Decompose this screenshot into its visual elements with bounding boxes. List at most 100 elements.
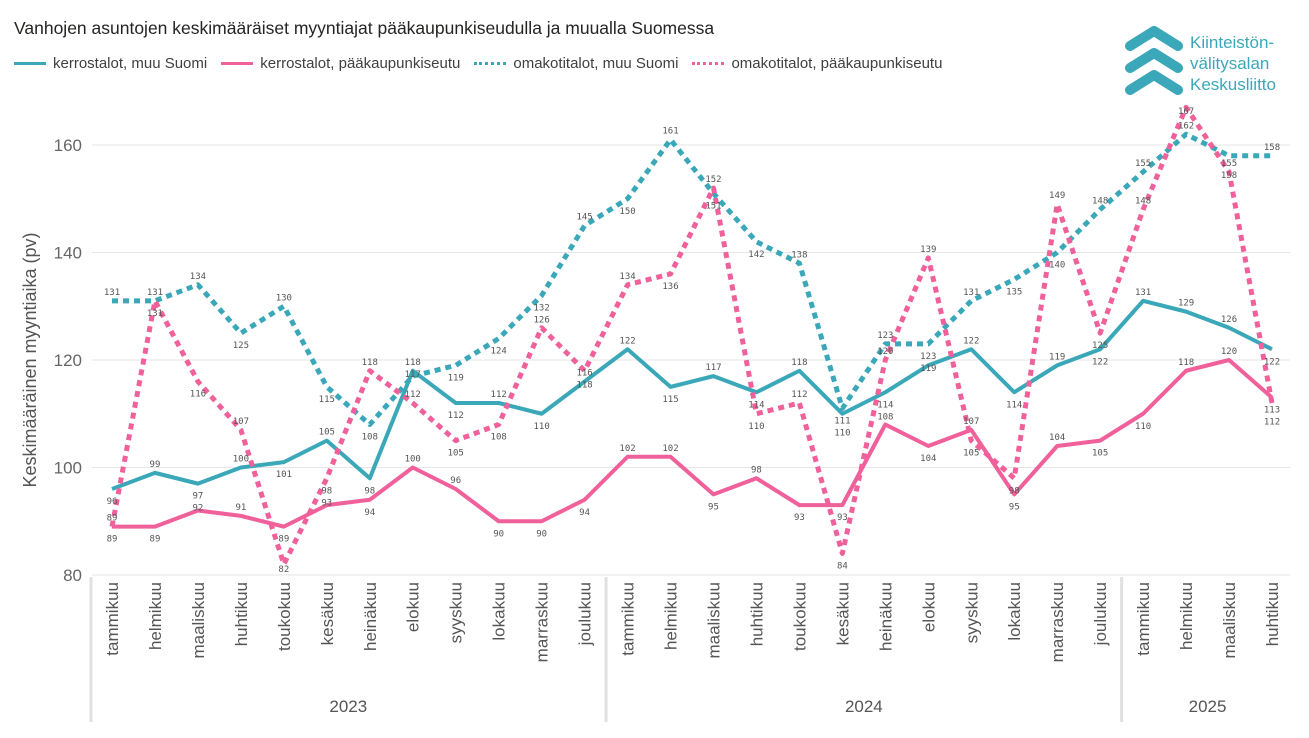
data-label: 116 (190, 390, 206, 400)
data-label: 115 (319, 395, 335, 405)
data-label: 98 (364, 486, 375, 496)
month-label: kesäkuu (318, 582, 337, 645)
data-label: 98 (751, 465, 762, 475)
data-label: 122 (963, 336, 979, 346)
data-label: 93 (837, 513, 848, 523)
month-label: tammikuu (1134, 582, 1153, 656)
data-label: 110 (748, 422, 764, 432)
month-label: elokuu (919, 582, 938, 632)
data-label: 105 (1092, 449, 1108, 459)
data-label: 113 (1264, 406, 1280, 416)
data-label: 98 (1009, 486, 1020, 496)
legend-label: kerrostalot, pääkaupunkiseutu (260, 55, 461, 72)
data-label: 116 (576, 369, 592, 379)
data-label: 89 (278, 535, 289, 545)
data-label: 119 (1049, 352, 1065, 362)
data-label: 131 (147, 288, 163, 298)
data-label: 97 (193, 492, 204, 502)
data-label: 167 (1178, 107, 1194, 117)
data-label: 149 (1049, 191, 1065, 201)
legend-item[interactable]: kerrostalot, pääkaupunkiseutu (221, 55, 460, 72)
data-label: 161 (662, 127, 678, 137)
logo-text: Kiinteistön- välitysalan Keskusliitto (1190, 32, 1276, 95)
data-label: 114 (877, 400, 893, 410)
data-label: 91 (235, 503, 246, 513)
legend-item[interactable]: omakotitalot, pääkaupunkiseutu (692, 55, 942, 72)
data-label: 122 (1092, 357, 1108, 367)
legend: kerrostalot, muu Suomi kerrostalot, pääk… (14, 55, 942, 72)
month-label: huhtikuu (1263, 582, 1282, 646)
legend-swatch (474, 62, 507, 65)
data-label: 134 (619, 272, 635, 282)
legend-swatch (14, 62, 46, 65)
data-label: 140 (1049, 261, 1065, 271)
data-label: 107 (233, 417, 249, 427)
data-label: 105 (963, 449, 979, 459)
logo-line: välitysalan (1190, 54, 1270, 73)
data-label: 118 (362, 358, 378, 368)
legend-swatch (221, 62, 254, 65)
y-tick-label: 160 (54, 136, 82, 155)
data-label: 101 (276, 470, 292, 480)
month-label: lokakuu (490, 582, 509, 641)
y-tick-label: 80 (63, 566, 82, 585)
month-label: marraskuu (1048, 582, 1067, 662)
data-label: 126 (1221, 315, 1237, 325)
data-label: 132 (533, 304, 549, 314)
data-label: 120 (877, 347, 893, 357)
data-label: 118 (576, 381, 592, 391)
data-label: 119 (448, 373, 464, 383)
data-label: 92 (193, 504, 204, 514)
month-label: heinäkuu (876, 582, 895, 651)
data-label: 93 (794, 513, 805, 523)
data-label: 112 (491, 390, 507, 400)
month-label: syyskuu (962, 582, 981, 643)
data-label: 118 (405, 358, 421, 368)
legend-item[interactable]: kerrostalot, muu Suomi (14, 55, 207, 72)
y-tick-label: 140 (54, 244, 82, 263)
data-label: 135 (1006, 287, 1022, 297)
data-label: 96 (107, 497, 118, 507)
month-label: maaliskuu (189, 582, 208, 659)
logo-line: Keskusliitto (1190, 75, 1276, 94)
data-label: 89 (107, 535, 118, 545)
legend-label: omakotitalot, pääkaupunkiseutu (731, 55, 943, 72)
data-label: 95 (708, 502, 719, 512)
chart-title: Vanhojen asuntojen keskimääräiset myynti… (14, 18, 715, 38)
year-label: 2024 (845, 697, 883, 716)
data-label: 125 (1092, 341, 1108, 351)
month-label: lokakuu (1005, 582, 1024, 641)
data-label: 130 (276, 293, 292, 303)
month-label: tammikuu (619, 582, 638, 656)
month-label: maaliskuu (704, 582, 723, 659)
data-label: 148 (1092, 197, 1108, 207)
month-label: helmikuu (146, 582, 165, 650)
series-line-2 (112, 131, 1272, 427)
year-label: 2023 (329, 697, 367, 716)
data-label: 124 (491, 347, 507, 357)
data-label: 112 (1264, 418, 1280, 428)
data-label: 102 (619, 444, 635, 454)
data-label: 155 (1135, 159, 1151, 169)
data-label: 105 (319, 428, 335, 438)
data-label: 100 (405, 455, 421, 465)
logo-line: Kiinteistön- (1190, 33, 1275, 52)
data-label: 94 (364, 508, 375, 518)
month-label: kesäkuu (833, 582, 852, 645)
data-label: 136 (662, 282, 678, 292)
data-label: 115 (662, 395, 678, 405)
data-label: 114 (1006, 400, 1022, 410)
data-label: 158 (1221, 171, 1237, 181)
data-label: 134 (190, 272, 206, 282)
data-label: 131 (963, 288, 979, 298)
data-label: 138 (791, 250, 807, 260)
data-label: 118 (1178, 358, 1194, 368)
data-label: 120 (1221, 347, 1237, 357)
legend-item[interactable]: omakotitalot, muu Suomi (474, 55, 678, 72)
month-label: syyskuu (447, 582, 466, 643)
month-label: maaliskuu (1220, 582, 1239, 659)
data-label: 98 (321, 486, 332, 496)
data-label: 114 (748, 400, 764, 410)
data-label: 119 (920, 364, 936, 374)
